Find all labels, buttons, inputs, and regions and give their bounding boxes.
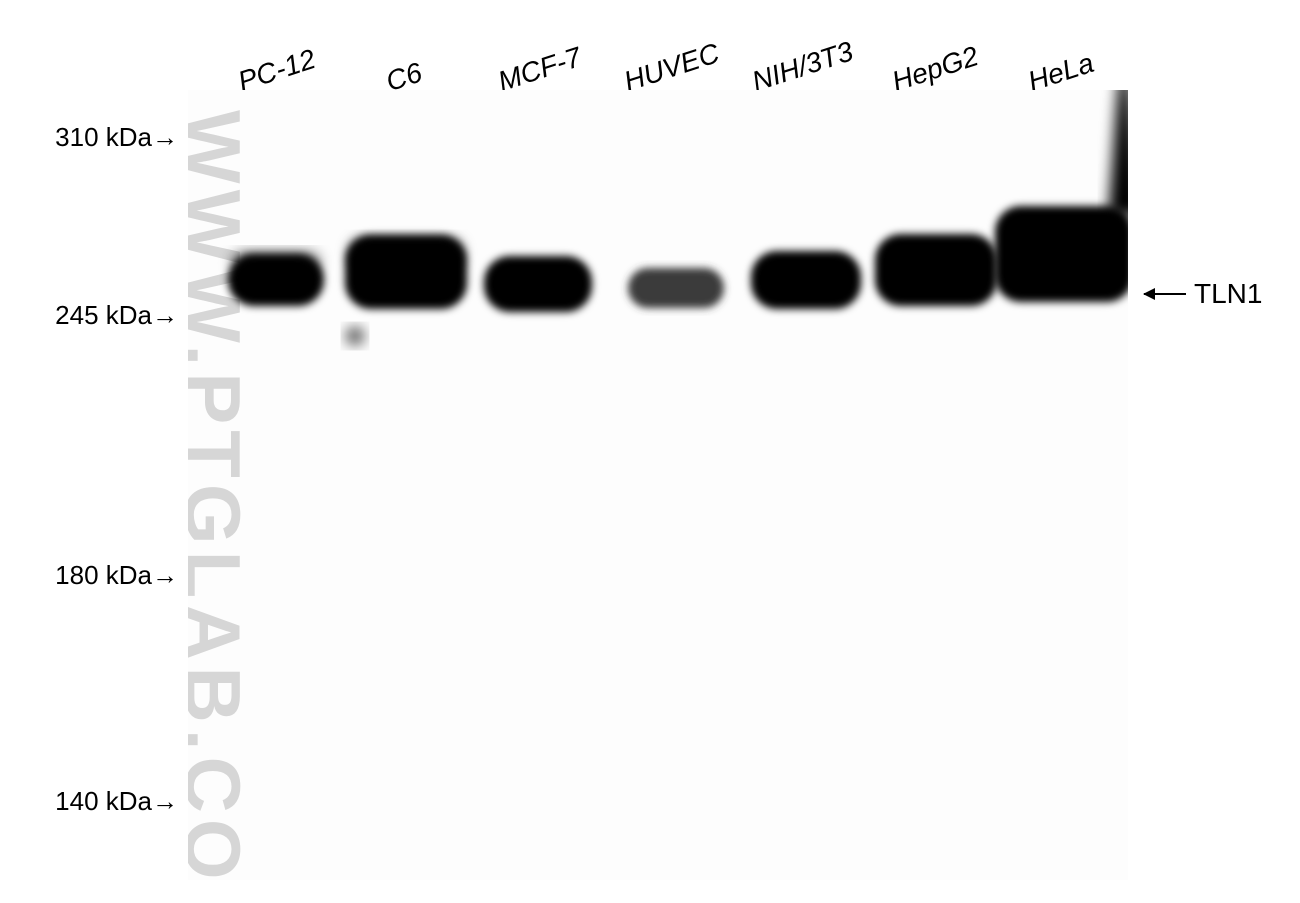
mw-marker-310: 310 kDa→: [8, 122, 178, 153]
lane-label-nih3t3: NIH/3T3: [748, 35, 857, 98]
figure-container: 310 kDa→ 245 kDa→ 180 kDa→ 140 kDa→ PC-1…: [0, 0, 1300, 903]
arrow-left-icon: [1144, 293, 1186, 295]
mw-marker-180: 180 kDa→: [8, 560, 178, 591]
target-protein-name: TLN1: [1194, 278, 1262, 310]
blot-svg: [188, 90, 1128, 880]
target-protein-label: TLN1: [1144, 278, 1262, 310]
lane-label-huvec: HUVEC: [620, 37, 723, 98]
mw-marker-140: 140 kDa→: [8, 786, 178, 817]
blot-membrane: WWW.PTGLAB.COM: [188, 90, 1128, 880]
mw-marker-245: 245 kDa→: [8, 300, 178, 331]
